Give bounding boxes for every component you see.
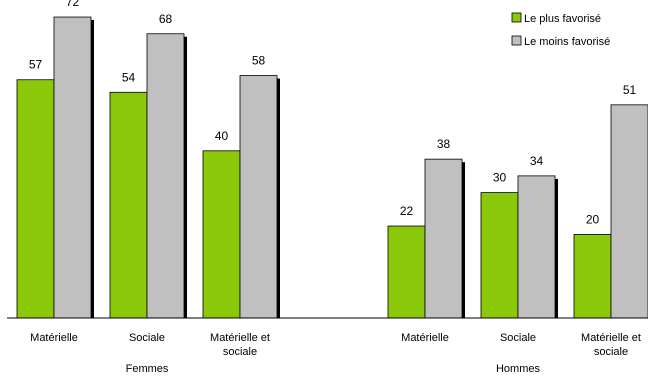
group-label-0: Femmes bbox=[126, 363, 169, 375]
labels-layer: 57 72 Matérielle 54 68 Sociale 40 58 Matérielle … bbox=[29, 0, 641, 375]
legend-label-le-moins-favorise: Le moins favorisé bbox=[524, 36, 610, 48]
bars-layer bbox=[16, 16, 648, 319]
legend-swatch-le-plus-favorise bbox=[511, 12, 522, 23]
bar-moins-favorise-0 bbox=[53, 16, 92, 319]
bar-plus-favorise-0 bbox=[16, 79, 55, 319]
category-label: Matérielle et bbox=[581, 332, 641, 344]
bar-moins-favorise-5 bbox=[610, 104, 648, 319]
category-label: Matérielle et bbox=[210, 332, 270, 344]
value-label: 20 bbox=[586, 212, 600, 226]
value-label: 38 bbox=[437, 137, 451, 151]
bar-plus-favorise-4 bbox=[480, 192, 519, 319]
bar-moins-favorise-3 bbox=[424, 158, 463, 319]
value-label: 54 bbox=[122, 70, 136, 84]
legend-label-le-plus-favorise: Le plus favorisé bbox=[524, 13, 601, 25]
category-label: Sociale bbox=[129, 332, 165, 344]
legend: Le plus favorisé Le moins favorisé bbox=[511, 12, 610, 48]
value-label: 22 bbox=[400, 204, 414, 218]
bar-moins-favorise-1 bbox=[146, 33, 185, 319]
category-label: Sociale bbox=[500, 332, 536, 344]
bar-plus-favorise-5 bbox=[573, 233, 612, 319]
value-label: 72 bbox=[66, 0, 80, 9]
bar-plus-favorise-2 bbox=[202, 150, 241, 319]
bar-moins-favorise-2 bbox=[239, 75, 278, 319]
value-label: 40 bbox=[215, 129, 229, 143]
value-label: 57 bbox=[29, 58, 43, 72]
category-label: sociale bbox=[223, 346, 257, 358]
group-label-1: Hommes bbox=[496, 363, 541, 375]
value-label: 30 bbox=[493, 171, 507, 185]
value-label: 51 bbox=[623, 83, 637, 97]
value-label: 58 bbox=[252, 54, 266, 68]
category-label: Matérielle bbox=[401, 332, 449, 344]
value-label: 68 bbox=[159, 12, 173, 26]
category-label: sociale bbox=[594, 346, 628, 358]
bar-plus-favorise-1 bbox=[109, 91, 148, 319]
bar-plus-favorise-3 bbox=[387, 225, 426, 319]
legend-swatch-le-moins-favorise bbox=[511, 35, 522, 46]
value-label: 34 bbox=[530, 154, 544, 168]
category-label: Matérielle bbox=[30, 332, 78, 344]
bar-moins-favorise-4 bbox=[517, 175, 556, 319]
